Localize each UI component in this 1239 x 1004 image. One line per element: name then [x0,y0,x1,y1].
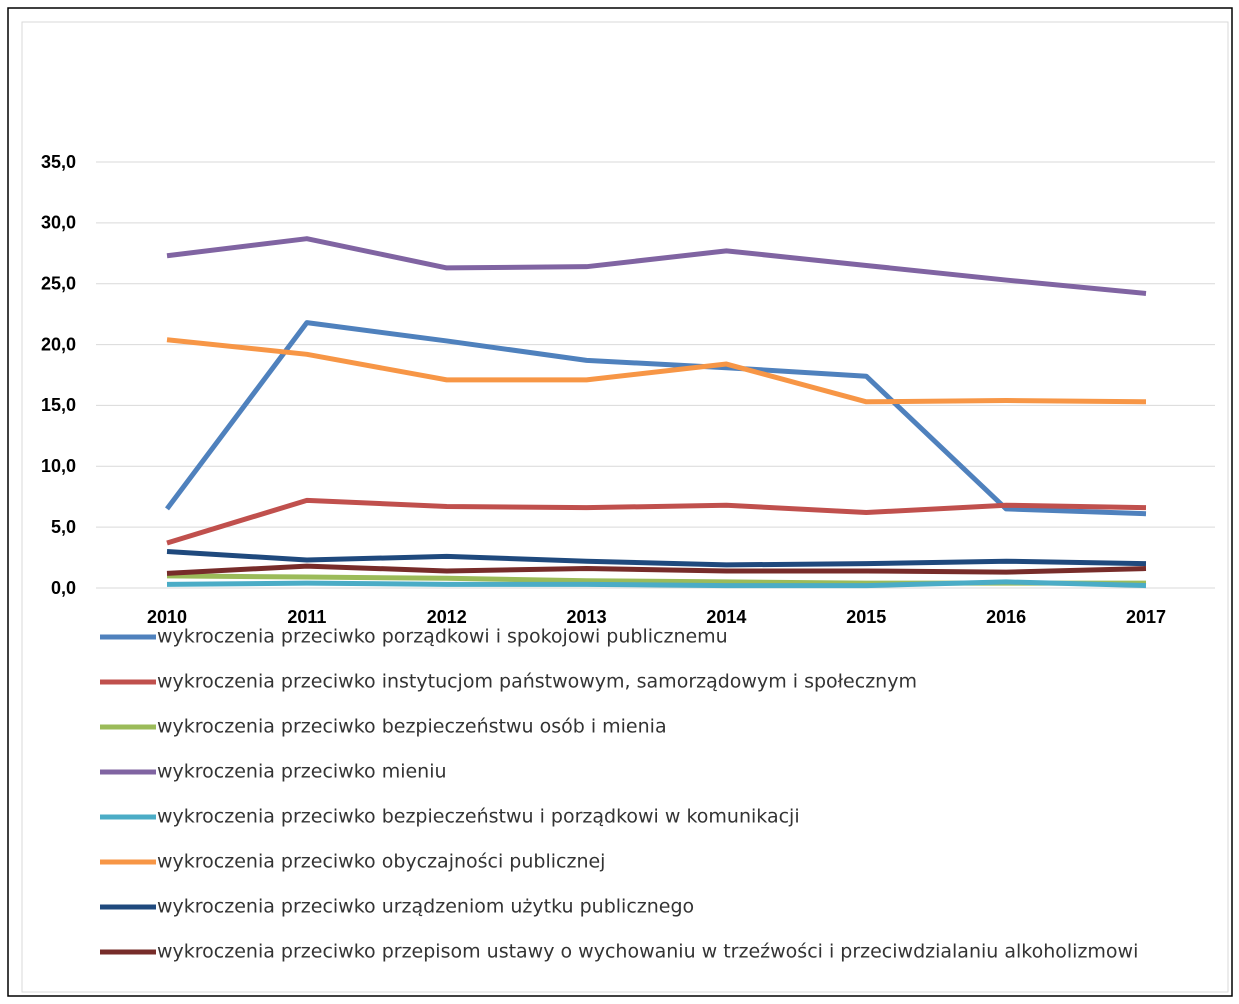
y-tick-label: 30,0 [41,213,76,233]
x-tick-label: 2010 [147,607,187,627]
y-tick-label: 20,0 [41,334,76,354]
series-line [166,563,1147,576]
legend-label: wykroczenia przeciwko bezpieczeństwu i p… [157,806,800,828]
legend-label: wykroczenia przeciwko bezpieczeństwu osó… [157,716,667,738]
frame [7,7,1233,997]
legend-label: wykroczenia przeciwko instytucjom państw… [157,671,917,693]
series-line [166,236,1147,296]
x-tick-label: 2014 [706,607,746,627]
y-tick-label: 10,0 [41,456,76,476]
x-tick-label: 2012 [427,607,467,627]
legend-label: wykroczenia przeciwko urządzeniom użytku… [157,896,694,918]
series-line [166,579,1147,589]
x-tick-label: 2011 [287,607,326,627]
y-tick-label: 25,0 [41,273,76,293]
x-tick-label: 2016 [986,607,1026,627]
y-tick-label: 0,0 [51,578,76,598]
series-line [166,548,1147,568]
x-tick-label: 2017 [1126,607,1166,627]
y-tick-label: 5,0 [51,517,76,537]
legend-label: wykroczenia przeciwko obyczajności publi… [157,851,605,873]
legend-label: wykroczenia przeciwko porządkowi i spoko… [157,626,728,648]
y-tick-label: 15,0 [41,395,76,415]
legend-label: wykroczenia przeciwko mieniu [157,761,447,783]
chart-area [21,21,1229,993]
series-line [166,337,1147,405]
x-tick-label: 2013 [567,607,607,627]
legend-label: wykroczenia przeciwko przepisom ustawy o… [157,941,1138,963]
series-line [166,497,1147,546]
series-line [165,320,1147,517]
y-tick-label: 35,0 [41,152,76,172]
x-tick-label: 2015 [846,607,886,627]
